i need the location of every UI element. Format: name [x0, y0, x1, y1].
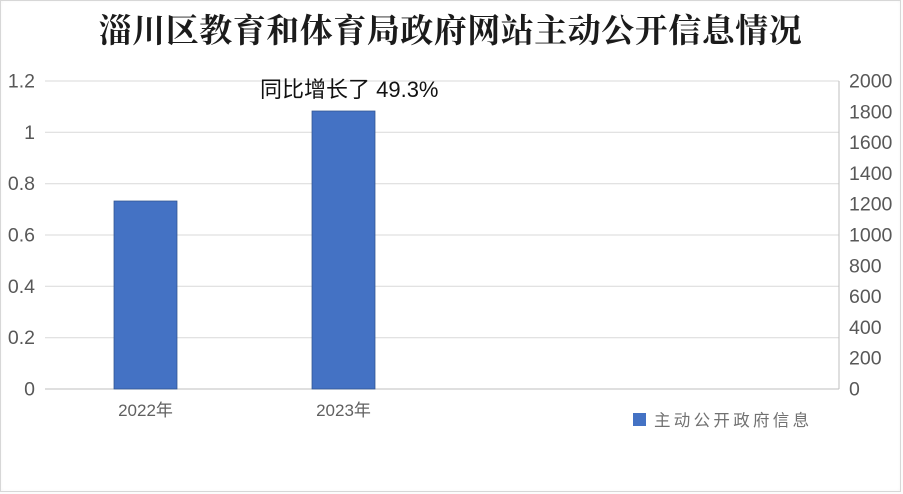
svg-text:0: 0	[849, 379, 860, 401]
svg-text:0.6: 0.6	[8, 225, 35, 247]
svg-text:2000: 2000	[849, 71, 893, 93]
svg-text:800: 800	[849, 255, 882, 277]
svg-text:1000: 1000	[849, 225, 893, 247]
svg-text:0.4: 0.4	[8, 276, 35, 298]
svg-text:1.2: 1.2	[8, 71, 35, 93]
svg-text:0.2: 0.2	[8, 327, 35, 349]
svg-text:1400: 1400	[849, 163, 893, 185]
svg-text:600: 600	[849, 286, 882, 308]
svg-text:2023年: 2023年	[316, 401, 371, 420]
svg-text:0.8: 0.8	[8, 173, 35, 195]
svg-text:200: 200	[849, 348, 882, 370]
svg-text:0: 0	[24, 379, 35, 401]
svg-text:1800: 1800	[849, 101, 893, 123]
svg-text:400: 400	[849, 317, 882, 339]
svg-text:1200: 1200	[849, 194, 893, 216]
svg-text:1: 1	[24, 122, 35, 144]
svg-text:1600: 1600	[849, 132, 893, 154]
svg-text:2022年: 2022年	[118, 401, 173, 420]
